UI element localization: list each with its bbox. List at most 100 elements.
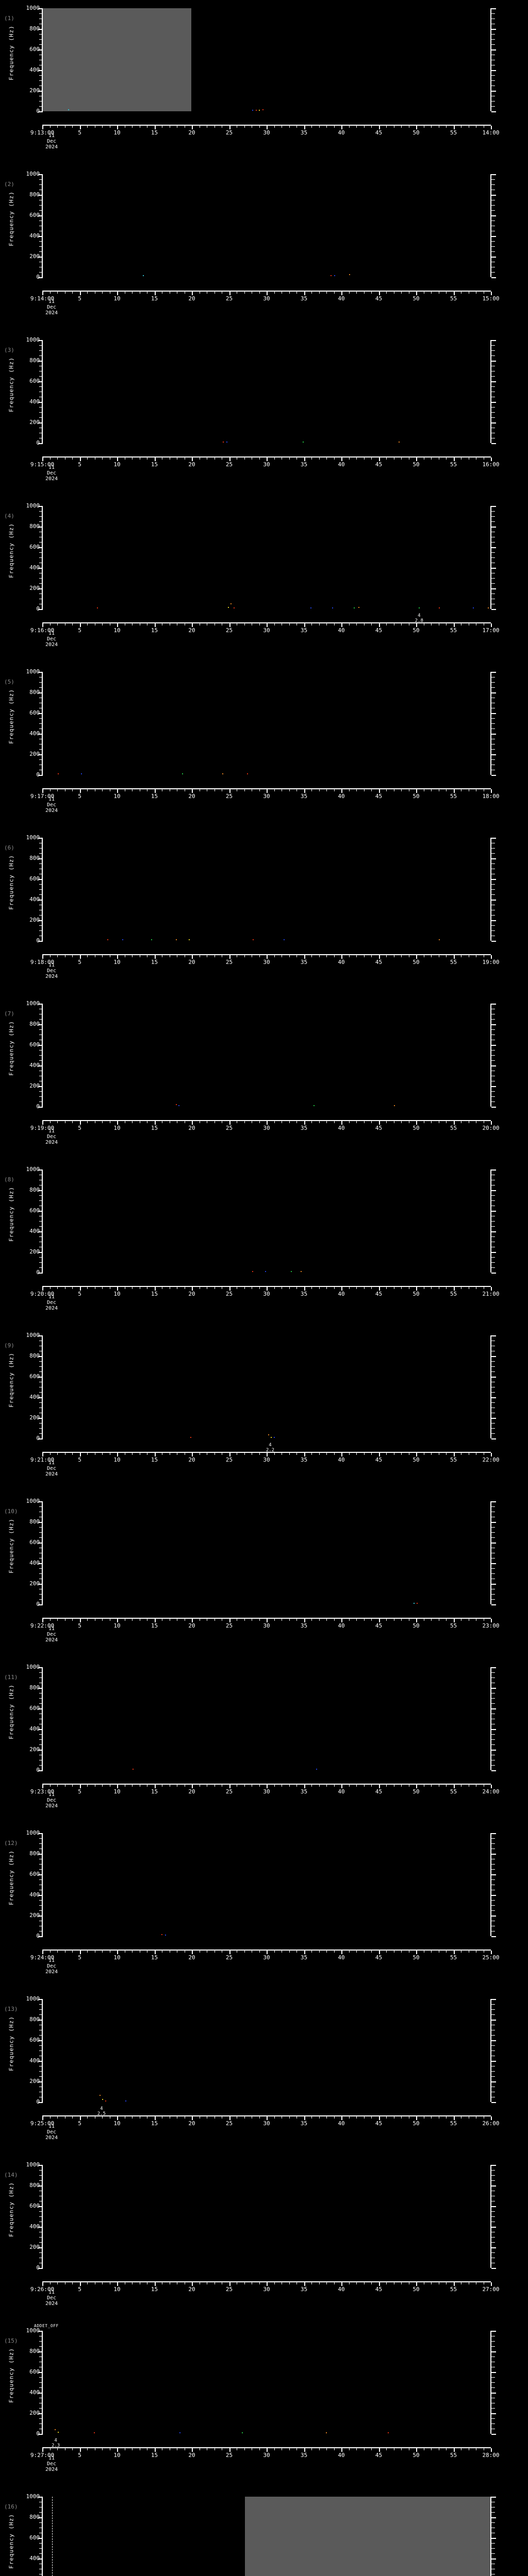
detection-pixel xyxy=(179,2432,181,2433)
detection-pixel xyxy=(165,1934,167,1936)
y-tick xyxy=(491,2237,495,2238)
x-tick xyxy=(102,789,103,791)
x-tick xyxy=(341,1785,342,1788)
x-tick xyxy=(416,292,417,295)
x-tick xyxy=(192,2116,193,2120)
x-tick xyxy=(296,1619,297,1621)
y-tick xyxy=(38,1335,43,1336)
y-tick xyxy=(39,2170,43,2171)
y-tick-label: 0 xyxy=(36,937,40,944)
y-tick xyxy=(491,1900,495,1901)
x-axis: 9:13:00 5 10 15 20 25 30 35 40 45 50 55 14:00 xyxy=(30,125,500,135)
y-tick-label: 1000 xyxy=(26,1166,40,1173)
x-tick-label: 45 xyxy=(375,461,383,468)
y-tick xyxy=(491,417,495,418)
y-tick-label: 800 xyxy=(29,1850,40,1857)
x-tick xyxy=(42,955,43,959)
y-tick-label: 600 xyxy=(29,1207,40,1214)
x-tick xyxy=(326,1287,327,1289)
y-tick-label: 400 xyxy=(29,1725,40,1732)
x-tick xyxy=(42,292,43,295)
x-tick xyxy=(304,1287,305,1291)
y-tick xyxy=(491,361,496,362)
y-tick xyxy=(39,2180,43,2181)
y-tick xyxy=(38,2081,43,2082)
detection-pixel xyxy=(303,441,304,443)
x-tick-label: 45 xyxy=(375,793,383,800)
x-tick xyxy=(57,2282,58,2284)
y-tick xyxy=(38,1999,43,2000)
magnitude-tag-line: 2.3 xyxy=(51,2443,60,2448)
detection-pixel xyxy=(222,441,224,443)
x-tick-label: 22:00 xyxy=(482,1456,500,1463)
y-tick xyxy=(39,241,43,242)
x-tick xyxy=(319,1453,320,1455)
x-axis: 9:26:00 5 10 15 20 25 30 35 40 45 50 55 27:00 xyxy=(30,2281,500,2292)
y-tick xyxy=(38,443,43,444)
x-tick xyxy=(259,1453,260,1455)
y-tick xyxy=(38,1604,43,1605)
y-tick xyxy=(39,1200,43,1201)
x-tick xyxy=(274,2448,275,2450)
y-tick xyxy=(39,1744,43,1745)
x-tick-label: 35 xyxy=(300,2286,308,2293)
y-tick xyxy=(491,1739,495,1740)
x-tick-label: 35 xyxy=(300,1291,308,1297)
x-tick xyxy=(289,789,290,791)
x-tick xyxy=(72,2282,73,2284)
y-tick xyxy=(38,900,43,901)
x-tick-label: 5 xyxy=(78,2452,81,2459)
detection-pixel xyxy=(268,1434,270,1435)
plot-area xyxy=(42,1999,491,2102)
y-tick xyxy=(38,1688,43,1689)
date-line: 11 xyxy=(48,2124,55,2129)
y-tick xyxy=(39,1677,43,1678)
y-axis-right xyxy=(490,1999,496,2103)
x-tick-label: 20:00 xyxy=(482,1125,500,1131)
x-tick xyxy=(87,1951,88,1953)
y-tick xyxy=(38,2227,43,2228)
y-tick-label: 800 xyxy=(29,1187,40,1193)
x-tick xyxy=(311,126,312,128)
spectrogram-panel: (14) Frequency (Hz) 1000 800 600 400 200 0 9:26:… xyxy=(0,2157,528,2323)
x-tick xyxy=(371,2116,372,2119)
y-tick xyxy=(491,2242,495,2243)
y-tick xyxy=(491,13,495,14)
x-tick xyxy=(326,2448,327,2450)
x-tick xyxy=(102,1951,103,1953)
x-tick xyxy=(57,1453,58,1455)
x-tick-label: 25 xyxy=(225,129,233,136)
x-tick xyxy=(289,1619,290,1621)
y-tick xyxy=(39,2035,43,2036)
x-tick xyxy=(356,623,357,625)
x-tick xyxy=(356,2448,357,2450)
y-tick xyxy=(491,1402,495,1403)
y-tick xyxy=(491,1273,496,1274)
y-tick xyxy=(38,1936,43,1937)
x-tick xyxy=(446,1785,447,1787)
y-tick xyxy=(491,1703,495,1704)
x-tick xyxy=(102,1453,103,1455)
y-tick xyxy=(491,2553,495,2554)
y-tick xyxy=(38,2413,43,2414)
x-tick xyxy=(72,1453,73,1455)
x-tick xyxy=(319,1287,320,1289)
y-tick-label: 1000 xyxy=(26,2327,40,2334)
y-tick xyxy=(38,1770,43,1771)
x-axis-date: 11 Dec 2024 xyxy=(36,2290,67,2307)
y-axis-title: Frequency (Hz) xyxy=(8,1850,15,1905)
x-tick xyxy=(371,457,372,460)
x-tick xyxy=(117,2282,118,2286)
x-tick-label: 40 xyxy=(338,461,345,468)
x-tick xyxy=(378,1785,380,1788)
x-tick xyxy=(42,1121,43,1125)
y-tick xyxy=(38,1584,43,1585)
x-tick-label: 10 xyxy=(113,1622,121,1629)
x-tick-label: 10 xyxy=(113,1125,121,1131)
plot-area xyxy=(42,1335,491,1438)
y-axis-right xyxy=(490,340,496,444)
detection-pixel xyxy=(262,109,264,111)
x-tick-label: 30 xyxy=(263,2120,270,2127)
y-tick xyxy=(39,350,43,351)
y-tick-label: 600 xyxy=(29,46,40,53)
